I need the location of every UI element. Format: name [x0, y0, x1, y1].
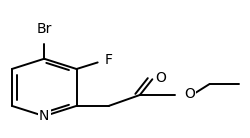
Text: O: O — [156, 71, 166, 85]
Text: N: N — [39, 109, 50, 123]
Text: O: O — [184, 87, 195, 101]
Text: Br: Br — [36, 22, 52, 36]
Text: F: F — [105, 53, 113, 67]
